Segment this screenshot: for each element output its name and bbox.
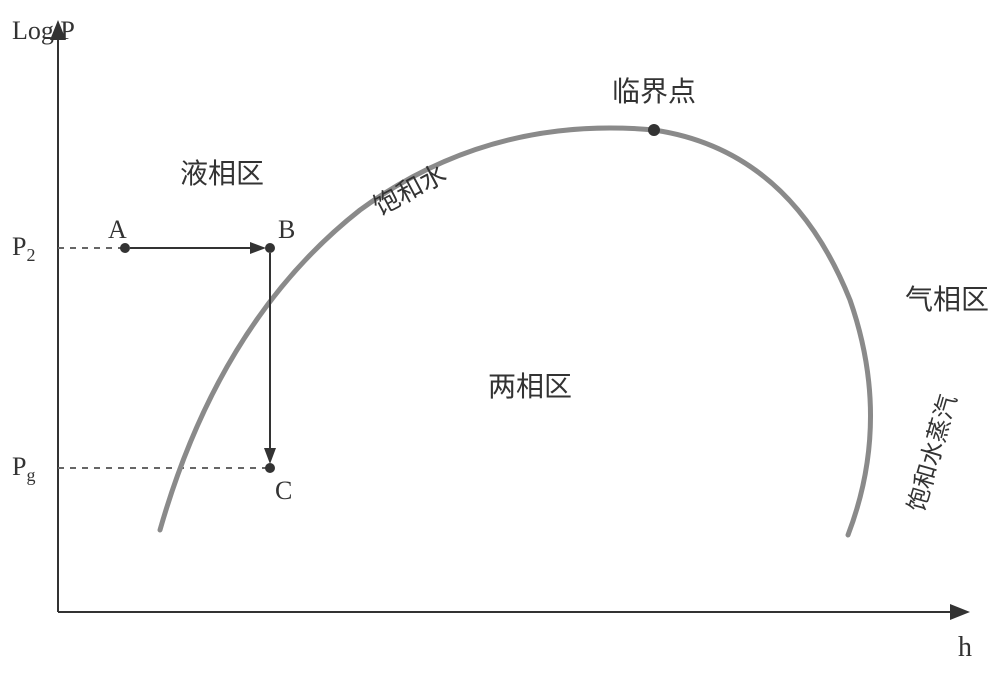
critical-point [648, 124, 660, 136]
phase-diagram: Log P h P2 Pg A B C 临界点 液相区 两相区 气相区 饱和水 … [0, 0, 1000, 682]
diagram-svg [0, 0, 1000, 682]
label-point-B: B [278, 215, 295, 245]
y-axis-label: Log P [12, 16, 75, 46]
label-critical-point: 临界点 [612, 70, 696, 110]
point-C [265, 463, 275, 473]
x-axis-label: h [958, 632, 972, 664]
label-vapor-region: 气相区 [905, 278, 989, 318]
saturated-vapor-curve [654, 130, 871, 535]
point-B [265, 243, 275, 253]
label-liquid-region: 液相区 [180, 152, 264, 192]
label-point-C: C [275, 476, 292, 506]
tick-label-pg: Pg [12, 452, 35, 486]
label-two-phase-region: 两相区 [488, 365, 572, 405]
label-point-A: A [108, 215, 127, 245]
tick-label-p2: P2 [12, 232, 35, 266]
